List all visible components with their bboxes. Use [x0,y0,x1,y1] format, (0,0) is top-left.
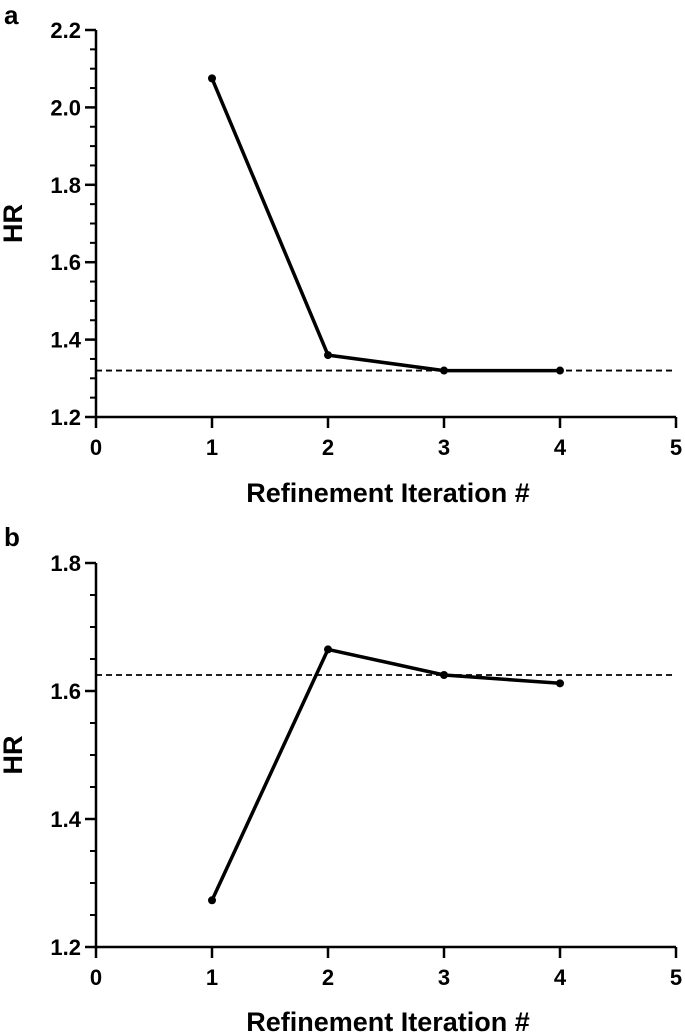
x-tick-label: 4 [554,965,567,990]
data-point [324,351,332,360]
chart-panel-b: b 1.2 1.4 1.6 1.8 0 1 2 3 4 5 Refinement Iteration … [0,522,682,1034]
data-point [440,671,448,679]
x-tick-label: 3 [438,435,450,460]
panel-label: b [4,522,20,552]
x-tick-label: 5 [670,965,682,990]
x-tick-label: 4 [554,435,567,460]
data-point [208,74,216,83]
chart-panel-a: a 1.2 1.4 1.6 1.8 2.0 2.2 0 1 2 3 4 5 Refinement Iter… [0,0,682,508]
y-tick-label: 1.6 [50,679,81,704]
data-point [556,679,564,688]
panel-label: a [4,0,19,30]
y-tick-label: 2.0 [50,95,81,120]
x-tick-label: 1 [206,435,218,460]
y-tick-label: 1.4 [50,807,81,832]
data-point [440,366,448,375]
y-axis-title: HR [0,736,28,775]
y-tick-label: 1.8 [50,551,81,576]
x-axis-title: Refinement Iteration # [246,1007,530,1034]
x-tick-label: 2 [322,435,334,460]
data-point [324,645,332,654]
x-tick-label: 0 [90,965,102,990]
data-point [556,366,564,375]
y-tick-label: 1.4 [50,328,81,353]
series-line [210,647,561,902]
y-tick-label: 1.6 [50,250,81,275]
y-axis-title: HR [0,204,28,243]
y-tick-label: 1.2 [50,405,81,430]
x-tick-label: 2 [322,965,334,990]
x-tick-label: 0 [90,435,102,460]
x-tick-label: 5 [670,435,682,460]
x-tick-label: 3 [438,965,450,990]
x-tick-label: 1 [206,965,218,990]
y-tick-label: 2.2 [50,18,81,43]
data-point [208,896,216,905]
series-line [210,77,560,373]
y-tick-label: 1.8 [50,173,81,198]
x-axis-title: Refinement Iteration # [246,478,530,508]
y-tick-label: 1.2 [50,935,81,960]
